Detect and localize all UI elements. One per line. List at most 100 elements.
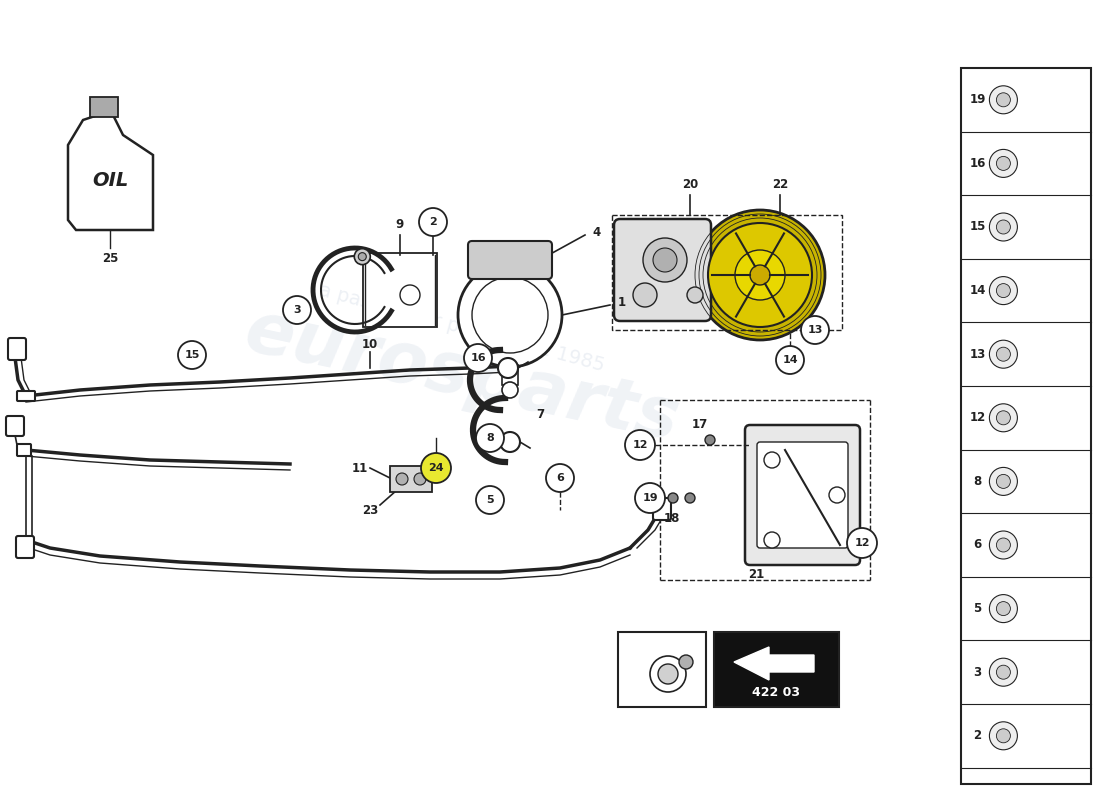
Circle shape: [989, 531, 1018, 559]
Circle shape: [989, 467, 1018, 495]
Text: 21: 21: [748, 569, 764, 582]
Circle shape: [668, 493, 678, 503]
Text: 422 03: 422 03: [752, 686, 800, 698]
Text: 16: 16: [969, 157, 986, 170]
Circle shape: [498, 358, 518, 378]
Text: 23: 23: [362, 503, 378, 517]
Text: 10: 10: [362, 338, 378, 351]
Circle shape: [764, 452, 780, 468]
Text: 6: 6: [974, 538, 981, 551]
Circle shape: [354, 249, 371, 265]
Circle shape: [989, 86, 1018, 114]
Text: 11: 11: [352, 462, 368, 474]
Circle shape: [750, 265, 770, 285]
Circle shape: [997, 538, 1011, 552]
Circle shape: [776, 346, 804, 374]
Text: 14: 14: [969, 284, 986, 297]
Text: 1: 1: [618, 297, 626, 310]
Bar: [714, 632, 839, 707]
FancyBboxPatch shape: [16, 391, 35, 401]
Circle shape: [653, 248, 676, 272]
Circle shape: [679, 655, 693, 669]
Text: 2: 2: [429, 217, 437, 227]
Text: 12: 12: [969, 411, 986, 424]
FancyBboxPatch shape: [614, 219, 711, 321]
Circle shape: [764, 532, 780, 548]
Text: 22: 22: [772, 178, 788, 191]
FancyBboxPatch shape: [745, 425, 860, 565]
Circle shape: [695, 210, 825, 340]
Text: 25: 25: [102, 251, 118, 265]
Text: 12: 12: [632, 440, 648, 450]
Circle shape: [658, 664, 678, 684]
Circle shape: [997, 93, 1011, 106]
Text: 15: 15: [969, 221, 986, 234]
Circle shape: [997, 729, 1011, 742]
Circle shape: [997, 220, 1011, 234]
Text: 6: 6: [557, 473, 564, 483]
Circle shape: [685, 493, 695, 503]
Circle shape: [997, 157, 1011, 170]
Text: 20: 20: [682, 178, 698, 191]
Bar: [961, 68, 1091, 784]
Text: 19: 19: [642, 493, 658, 503]
Text: 8: 8: [974, 475, 981, 488]
Text: 13: 13: [969, 348, 986, 361]
Circle shape: [989, 594, 1018, 622]
Circle shape: [989, 277, 1018, 305]
Circle shape: [989, 658, 1018, 686]
Circle shape: [400, 285, 420, 305]
Text: 24: 24: [428, 463, 443, 473]
Bar: [502, 365, 518, 385]
Circle shape: [502, 382, 518, 398]
Circle shape: [997, 665, 1011, 679]
Circle shape: [997, 347, 1011, 362]
FancyBboxPatch shape: [757, 442, 848, 548]
Circle shape: [735, 250, 785, 300]
Circle shape: [632, 283, 657, 307]
Text: 3: 3: [294, 305, 300, 315]
Circle shape: [989, 340, 1018, 368]
FancyBboxPatch shape: [16, 536, 34, 558]
Circle shape: [283, 296, 311, 324]
Circle shape: [989, 404, 1018, 432]
Circle shape: [476, 424, 504, 452]
FancyBboxPatch shape: [653, 498, 671, 520]
Circle shape: [458, 263, 562, 367]
Text: eurosparts: eurosparts: [239, 296, 685, 456]
Circle shape: [359, 253, 366, 261]
Bar: [618, 632, 706, 707]
Text: 24: 24: [626, 644, 642, 657]
Polygon shape: [734, 647, 814, 680]
Text: 16: 16: [470, 353, 486, 363]
Circle shape: [476, 486, 504, 514]
Text: 14: 14: [782, 355, 797, 365]
FancyBboxPatch shape: [468, 241, 552, 279]
Circle shape: [500, 432, 520, 452]
Circle shape: [421, 453, 451, 483]
Circle shape: [644, 238, 688, 282]
Text: 2: 2: [974, 730, 981, 742]
FancyBboxPatch shape: [16, 444, 31, 456]
Circle shape: [650, 656, 686, 692]
Circle shape: [708, 223, 812, 327]
Text: 7: 7: [536, 409, 544, 422]
Text: 18: 18: [663, 511, 680, 525]
Text: 19: 19: [969, 94, 986, 106]
FancyBboxPatch shape: [363, 253, 437, 327]
Circle shape: [997, 411, 1011, 425]
Circle shape: [396, 473, 408, 485]
Circle shape: [178, 341, 206, 369]
Circle shape: [414, 473, 426, 485]
Circle shape: [989, 722, 1018, 750]
Circle shape: [635, 483, 666, 513]
FancyBboxPatch shape: [390, 466, 432, 492]
Text: OIL: OIL: [92, 170, 128, 190]
Circle shape: [801, 316, 829, 344]
Circle shape: [419, 208, 447, 236]
Circle shape: [705, 435, 715, 445]
Text: 13: 13: [807, 325, 823, 335]
Circle shape: [546, 464, 574, 492]
Circle shape: [997, 474, 1011, 488]
Text: 12: 12: [855, 538, 870, 548]
